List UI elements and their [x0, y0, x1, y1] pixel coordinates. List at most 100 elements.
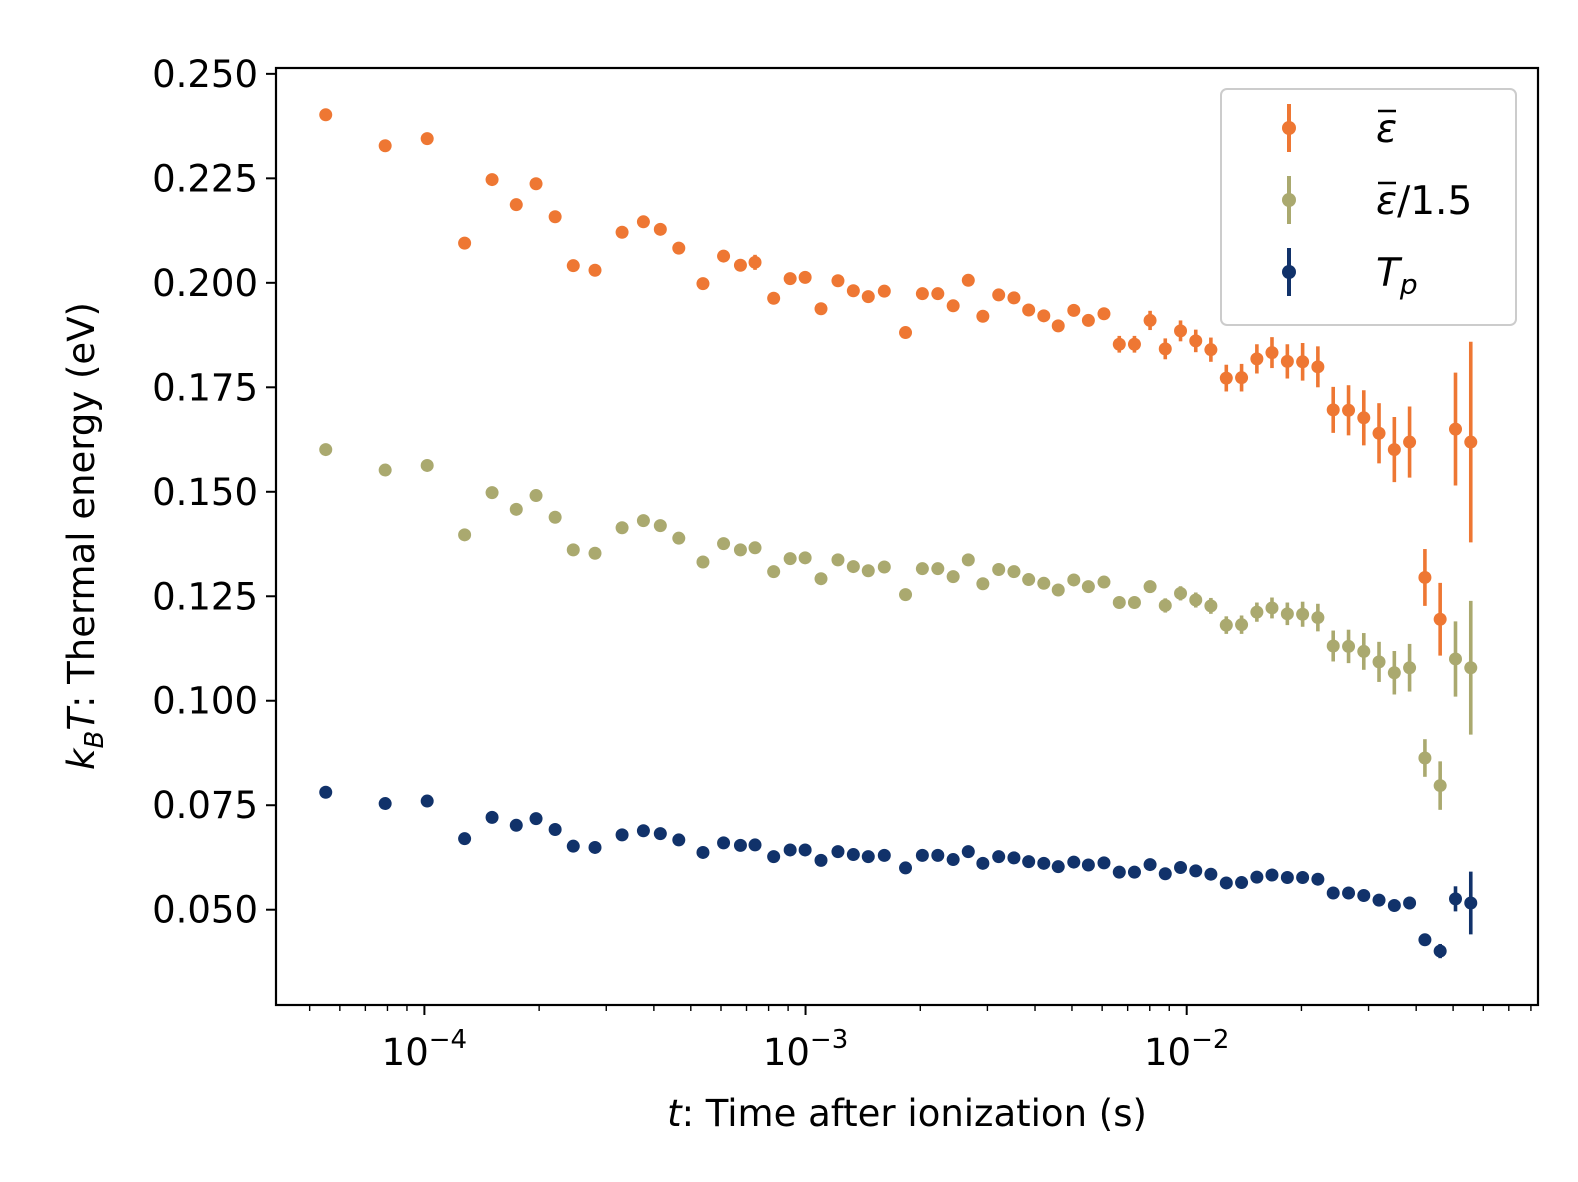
data-point — [1112, 337, 1126, 351]
data-point — [1174, 861, 1188, 875]
data-point — [783, 843, 797, 857]
data-point — [1204, 343, 1218, 357]
data-point — [717, 537, 731, 551]
data-point — [1265, 601, 1279, 615]
data-point — [748, 255, 762, 269]
data-point — [319, 785, 333, 799]
data-point — [509, 198, 523, 212]
y-tick-label: 0.125 — [152, 575, 258, 618]
data-point — [378, 797, 392, 811]
data-point — [1067, 303, 1081, 317]
data-point — [976, 309, 990, 323]
data-point — [931, 848, 945, 862]
data-point — [696, 845, 710, 859]
data-point — [767, 291, 781, 305]
data-point — [319, 108, 333, 122]
legend: ε ε/1.5 Tp — [1220, 88, 1517, 326]
plot-frame — [274, 66, 1540, 1007]
data-point — [458, 528, 472, 542]
series-group — [319, 108, 1478, 656]
data-point — [588, 546, 602, 560]
legend-box — [1220, 88, 1517, 326]
data-point — [899, 861, 913, 875]
data-point — [548, 210, 562, 224]
y-tick-label: 0.175 — [152, 366, 258, 409]
data-point — [378, 463, 392, 477]
data-point — [420, 458, 434, 472]
data-point — [1127, 337, 1141, 351]
data-point — [458, 236, 472, 250]
data-point — [846, 560, 860, 574]
data-point — [1127, 865, 1141, 879]
data-point — [485, 173, 499, 187]
data-point — [915, 848, 929, 862]
data-point — [1235, 618, 1249, 632]
data-point — [931, 287, 945, 301]
data-point — [1097, 307, 1111, 321]
data-point — [1204, 599, 1218, 613]
data-point — [1418, 751, 1432, 765]
data-point — [1464, 896, 1478, 910]
data-point — [798, 551, 812, 565]
data-point — [961, 273, 975, 287]
x-tick-label: 10−3 — [763, 1025, 848, 1074]
data-point — [1250, 870, 1264, 884]
data-point — [992, 288, 1006, 302]
data-point — [915, 287, 929, 301]
data-point — [1081, 580, 1095, 594]
data-point — [509, 502, 523, 516]
data-point — [588, 840, 602, 854]
data-point — [1372, 893, 1386, 907]
data-point — [566, 543, 580, 557]
data-point — [1342, 886, 1356, 900]
legend-label-epsilon: ε — [1376, 107, 1397, 152]
data-point — [877, 848, 891, 862]
legend-marker-epsilon-over-1.5 — [1282, 193, 1296, 207]
x-axis-label: t: Time after ionization (s) — [667, 1092, 1147, 1135]
data-point — [1448, 652, 1462, 666]
data-point — [1433, 779, 1447, 793]
data-point — [1296, 355, 1310, 369]
data-point — [1342, 403, 1356, 417]
data-point — [814, 572, 828, 586]
data-point — [1158, 867, 1172, 881]
data-point — [1265, 868, 1279, 882]
data-point — [1265, 346, 1279, 360]
y-axis-label: kBT: Thermal energy (eV) — [60, 302, 110, 770]
data-point — [529, 812, 543, 826]
data-point — [1007, 565, 1021, 579]
data-point — [846, 848, 860, 862]
y-tick-label: 0.250 — [152, 53, 258, 96]
data-point — [696, 555, 710, 569]
data-point — [1037, 576, 1051, 590]
data-point — [1127, 596, 1141, 610]
data-point — [672, 241, 686, 255]
data-point — [861, 564, 875, 578]
data-point — [1037, 309, 1051, 323]
data-point — [1464, 661, 1478, 675]
data-point — [861, 290, 875, 304]
x-tick-label: 10−4 — [382, 1025, 467, 1074]
data-point — [861, 850, 875, 864]
data-point — [783, 552, 797, 566]
data-point — [548, 822, 562, 836]
data-point — [485, 486, 499, 500]
data-point — [1007, 851, 1021, 865]
data-point — [1112, 596, 1126, 610]
data-point — [1387, 443, 1401, 457]
data-point — [1219, 618, 1233, 632]
x-tick-label: 10−2 — [1144, 1025, 1229, 1074]
data-point — [1403, 661, 1417, 675]
data-point — [748, 541, 762, 555]
data-point — [1007, 291, 1021, 305]
data-point — [1051, 860, 1065, 874]
data-point — [831, 845, 845, 859]
data-point — [1081, 313, 1095, 327]
data-point — [1418, 570, 1432, 584]
data-point — [1448, 422, 1462, 436]
data-point — [946, 853, 960, 867]
data-point — [509, 818, 523, 832]
data-point — [1357, 644, 1371, 658]
data-point — [420, 132, 434, 146]
data-point — [696, 277, 710, 291]
